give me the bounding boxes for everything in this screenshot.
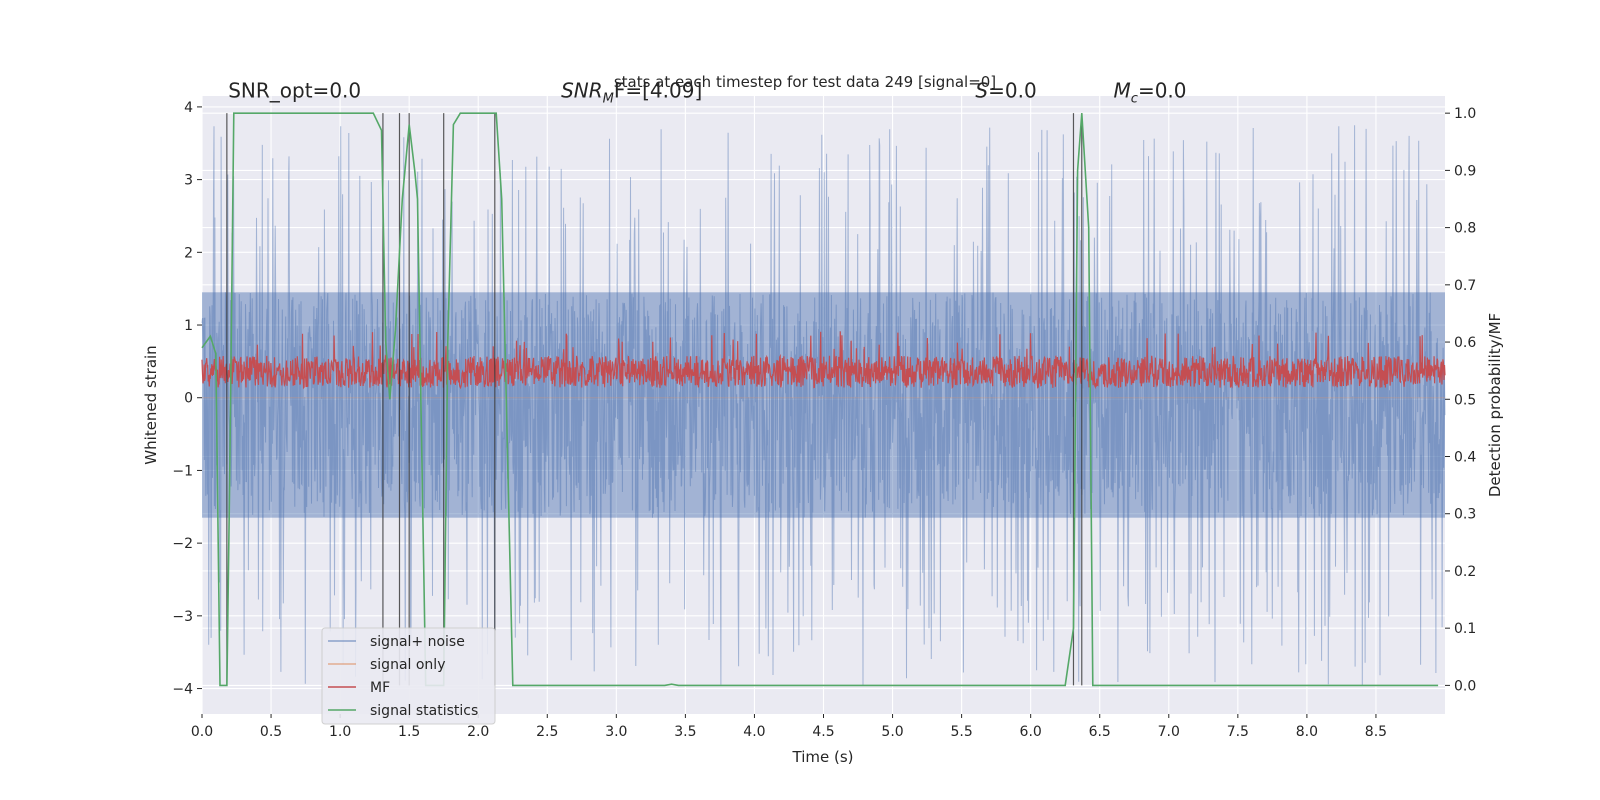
annotation-mc-value: Mc=0.0 [1114, 78, 1187, 106]
legend-label-1: signal only [370, 657, 445, 673]
annotation-snr-opt: SNR_opt=0.0 [228, 78, 361, 102]
x-axis-label: Time (s) [792, 748, 854, 766]
x-tick-label-16: 8.0 [1296, 724, 1318, 740]
y-right-tick-label-7: 0.3 [1454, 507, 1476, 523]
legend-box [321, 627, 496, 725]
x-tick-label-5: 2.5 [536, 724, 558, 740]
y-left-tick-label-5: −1 [172, 463, 193, 479]
y-right-tick-label-4: 0.6 [1454, 335, 1476, 351]
x-tick-label-11: 5.5 [950, 724, 972, 740]
annotation-snr-mf: SNRMF=[4.09] [561, 78, 702, 106]
y-left-tick-label-4: 0 [184, 391, 193, 407]
y-left-tick-label-1: 3 [184, 173, 193, 189]
y-right-tick-label-8: 0.2 [1454, 564, 1476, 580]
y-left-tick-label-3: 1 [184, 318, 193, 334]
y-right-tick-label-3: 0.7 [1454, 278, 1476, 294]
y-right-tick-label-10: 0.0 [1454, 678, 1476, 694]
x-tick-label-9: 4.5 [812, 724, 834, 740]
x-tick-label-17: 8.5 [1365, 724, 1387, 740]
legend-label-2: MF [370, 680, 390, 696]
y-right-tick-label-9: 0.1 [1454, 621, 1476, 637]
x-tick-label-1: 0.5 [260, 724, 282, 740]
x-tick-label-0: 0.0 [191, 724, 213, 740]
y-axis-label-right: Detection probability/MF [1486, 313, 1504, 497]
x-tick-label-12: 6.0 [1020, 724, 1042, 740]
y-left-tick-label-0: 4 [184, 100, 193, 116]
legend-label-3: signal statistics [370, 703, 478, 719]
chart-title: stats at each timestep for test data 249… [614, 73, 996, 91]
legend: signal+ noise signal only MF signal statist… [321, 627, 496, 725]
x-tick-label-14: 7.0 [1158, 724, 1180, 740]
y-axis-label-left: Whitened strain [142, 345, 160, 464]
y-axis-right: 1.0 0.9 0.8 0.7 0.6 0.5 0.4 0.3 0.2 0.1 0.0 [1445, 106, 1476, 694]
annotations: SNR_opt=0.0 SNRMF=[4.09] S=0.0 Mc=0.0 [228, 78, 1186, 106]
x-tick-label-10: 5.0 [881, 724, 903, 740]
x-tick-label-6: 3.0 [605, 724, 627, 740]
x-tick-label-8: 4.0 [743, 724, 765, 740]
y-right-tick-label-1: 0.9 [1454, 163, 1476, 179]
y-left-tick-label-2: 2 [184, 245, 193, 261]
x-tick-label-15: 7.5 [1227, 724, 1249, 740]
legend-label-0: signal+ noise [370, 634, 465, 650]
y-right-tick-label-6: 0.4 [1454, 450, 1476, 466]
y-right-tick-label-0: 1.0 [1454, 106, 1476, 122]
x-tick-label-4: 2.0 [467, 724, 489, 740]
annotation-s-value: S=0.0 [975, 78, 1036, 102]
x-tick-label-3: 1.5 [398, 724, 420, 740]
x-tick-label-2: 1.0 [329, 724, 351, 740]
y-right-tick-label-2: 0.8 [1454, 221, 1476, 237]
x-axis: 0.0 0.5 1.0 1.5 2.0 2.5 3.0 3.5 4.0 4.5 5.0 5.5 6.0 6… [191, 714, 1387, 740]
y-axis-left: 4 3 2 1 0 −1 −2 −3 −4 [172, 100, 202, 698]
y-left-tick-label-8: −4 [172, 682, 193, 698]
x-tick-label-7: 3.5 [674, 724, 696, 740]
y-left-tick-label-7: −3 [172, 609, 193, 625]
y-left-tick-label-6: −2 [172, 536, 193, 552]
y-right-tick-label-5: 0.5 [1454, 392, 1476, 408]
x-tick-label-13: 6.5 [1089, 724, 1111, 740]
